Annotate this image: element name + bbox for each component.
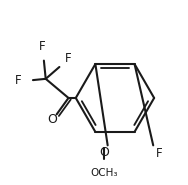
Text: F: F <box>65 52 72 65</box>
Text: O: O <box>47 113 57 126</box>
Text: O: O <box>99 146 109 159</box>
Text: F: F <box>156 147 163 160</box>
Text: OCH₃: OCH₃ <box>90 168 118 178</box>
Text: F: F <box>15 74 22 87</box>
Text: F: F <box>39 41 45 53</box>
